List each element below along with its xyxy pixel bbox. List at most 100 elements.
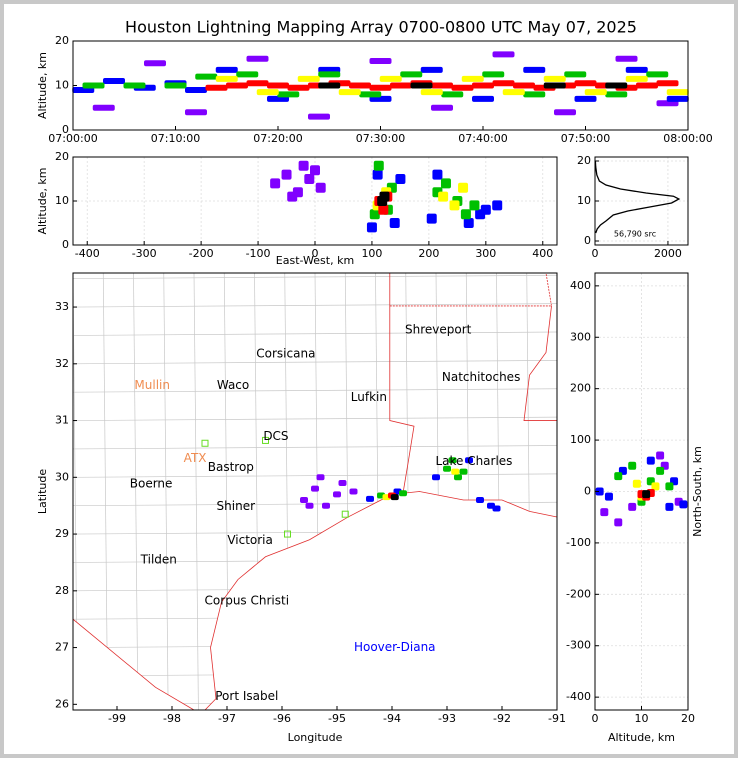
x-tick-label: 0 — [312, 247, 319, 260]
place-label: Boerne — [130, 477, 173, 491]
y-axis-label: North-South, km — [691, 446, 704, 537]
county-line — [73, 388, 557, 393]
y-axis-label: Latitude — [36, 469, 49, 515]
place-label: Waco — [217, 378, 249, 392]
x-tick-label: -100 — [246, 247, 271, 260]
y-tick-label: 20 — [55, 34, 69, 47]
lightning-source — [338, 479, 347, 486]
place-label: Lake Charles — [435, 454, 512, 468]
place-label: Mullin — [134, 378, 170, 392]
lightning-source — [460, 209, 471, 220]
lightning-source — [298, 160, 309, 171]
lightning-source — [564, 71, 587, 78]
lightning-source — [492, 51, 515, 58]
lightning-source — [369, 58, 392, 65]
lightning-source — [215, 66, 238, 73]
lightning-source — [164, 82, 187, 89]
lightning-source — [431, 82, 453, 89]
lightning-source — [369, 84, 392, 91]
place-label: ATX — [184, 451, 207, 465]
lightning-source — [628, 461, 637, 470]
x-tick-label: 10 — [635, 712, 649, 725]
lightning-source — [614, 472, 623, 481]
lightning-source — [666, 95, 689, 102]
x-tick-label: 0 — [592, 247, 599, 260]
y-axis-label: Altitude, km — [36, 52, 49, 119]
panel — [73, 156, 557, 246]
lightning-source — [366, 222, 377, 233]
y-tick-label: 27 — [55, 641, 69, 654]
counties — [73, 273, 557, 710]
panel — [73, 273, 557, 710]
lightning-source — [270, 178, 281, 189]
lightning-source — [502, 89, 525, 96]
county-line — [133, 273, 139, 710]
lightning-source — [267, 82, 289, 89]
lightning-source — [458, 182, 469, 193]
state-border — [389, 273, 552, 307]
lightning-source — [523, 91, 546, 98]
lightning-source — [144, 60, 166, 67]
place-label: Port Isabel — [215, 689, 278, 703]
lightning-source — [236, 71, 259, 78]
lightning-source — [636, 82, 658, 89]
x-tick-label: 07:10:00 — [151, 132, 200, 145]
lightning-source — [316, 474, 325, 481]
lightning-source — [492, 80, 515, 87]
rio-grande — [73, 618, 195, 710]
county-line — [193, 273, 199, 710]
lightning-source — [310, 165, 320, 176]
lightning-source — [373, 160, 384, 171]
lightning-source — [523, 66, 546, 73]
lightning-source — [390, 82, 412, 89]
county-line — [73, 331, 557, 336]
lightning-source — [287, 191, 298, 202]
county-line — [73, 303, 557, 308]
place-label: Bastrop — [208, 460, 254, 474]
x-tick-label: -91 — [548, 712, 566, 725]
y-tick-label: 20 — [577, 154, 591, 167]
x-tick-label: 300 — [475, 247, 496, 260]
x-tick-label: 07:50:00 — [561, 132, 610, 145]
y-tick-label: 300 — [570, 330, 591, 343]
lightning-source — [463, 218, 474, 228]
y-axis-label: Altitude, km — [36, 167, 49, 234]
place-label: Shreveport — [405, 322, 472, 336]
lightning-source — [604, 492, 613, 501]
x-axis-label: East-West, km — [276, 254, 354, 267]
lightning-source — [451, 84, 474, 91]
x-tick-label: -94 — [383, 712, 401, 725]
lightning-source — [420, 89, 443, 96]
place-label: Shiner — [217, 499, 256, 513]
y-tick-label: 10 — [577, 194, 591, 207]
lightning-source — [574, 95, 597, 102]
lightning-source — [277, 91, 300, 98]
lightning-source — [543, 82, 566, 89]
lightning-source — [443, 465, 451, 472]
station — [201, 439, 209, 447]
lightning-source — [665, 502, 674, 511]
x-tick-label: 100 — [361, 247, 382, 260]
lightning-source — [628, 502, 637, 511]
panel — [72, 51, 689, 120]
x-tick-label: -200 — [189, 247, 214, 260]
lightning-source — [584, 89, 607, 96]
lightning-source — [492, 505, 501, 512]
y-tick-label: -400 — [566, 690, 591, 703]
lightning-source — [359, 91, 382, 98]
x-tick-label: -97 — [218, 712, 236, 725]
lightning-source — [472, 82, 494, 89]
coastline — [204, 491, 557, 710]
x-tick-label: -96 — [273, 712, 291, 725]
x-tick-label: -92 — [493, 712, 511, 725]
lightning-source — [103, 78, 125, 85]
lightning-source — [492, 200, 503, 211]
figure-background — [4, 4, 734, 754]
lightning-source — [448, 457, 457, 464]
lightning-source — [372, 169, 383, 180]
lightning-source — [322, 502, 330, 509]
lightning-source — [543, 75, 566, 82]
lightning-source — [646, 71, 669, 78]
x-tick-label: 07:00:00 — [48, 132, 97, 145]
lightning-source — [378, 204, 389, 215]
